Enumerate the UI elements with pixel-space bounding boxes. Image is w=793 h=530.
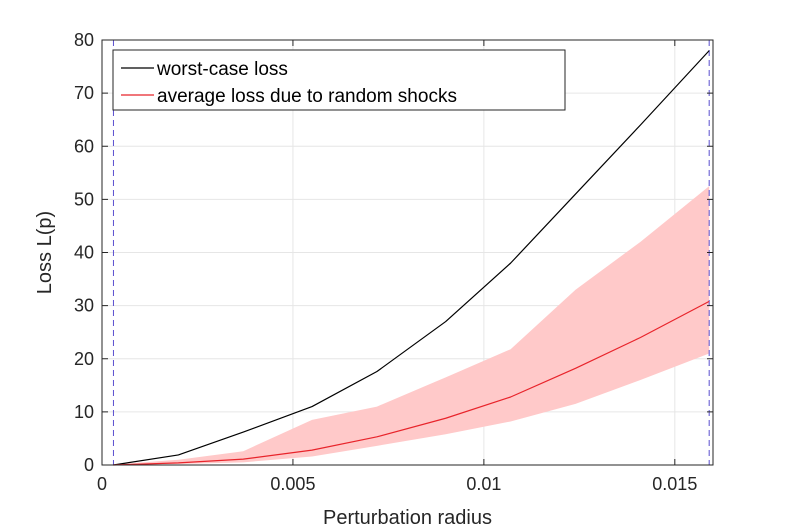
y-tick-labels: 0 10 20 30 40 50 60 70 80: [74, 30, 94, 475]
y-tick-label: 40: [74, 243, 94, 263]
confidence-band: [113, 186, 710, 465]
legend-label-average: average loss due to random shocks: [157, 86, 457, 107]
y-tick-label: 0: [84, 455, 94, 475]
grid: [101, 39, 713, 466]
confidence-band-layer: [113, 186, 710, 465]
ticks: [101, 39, 713, 466]
legend-label-worst-case: worst-case loss: [156, 59, 288, 80]
y-tick-label: 80: [74, 30, 94, 50]
x-tick-label: 0.01: [466, 474, 501, 494]
y-tick-label: 50: [74, 189, 94, 209]
y-tick-label: 10: [74, 402, 94, 422]
x-tick-label: 0.015: [652, 474, 697, 494]
x-tick-label: 0.005: [270, 474, 315, 494]
legend: worst-case loss average loss due to rand…: [112, 49, 566, 111]
legend-box: [112, 49, 566, 111]
y-tick-label: 20: [74, 349, 94, 369]
series-line-average: [113, 300, 710, 466]
y-tick-label: 30: [74, 296, 94, 316]
y-tick-label: 60: [74, 136, 94, 156]
series-line-worst-case: [113, 50, 710, 466]
x-axis-label: Perturbation radius: [323, 507, 492, 529]
x-tick-labels: 0 0.005 0.01 0.015: [97, 474, 697, 494]
y-tick-label: 70: [74, 83, 94, 103]
x-tick-label: 0: [97, 474, 107, 494]
series-layer: [113, 50, 710, 466]
y-axis-label: Loss L(p): [34, 211, 56, 294]
